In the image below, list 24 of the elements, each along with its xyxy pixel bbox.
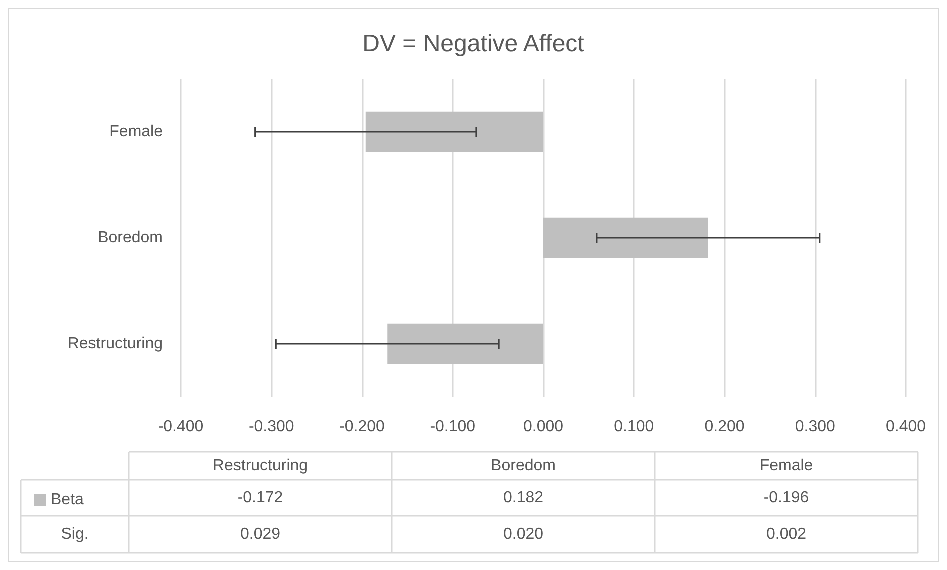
category-label: Female (760, 458, 814, 474)
text: -0.172 (238, 490, 284, 506)
x-tick-label: 0.300 (795, 418, 836, 436)
text: 0.020 (503, 526, 544, 543)
text: 0.002 (766, 526, 807, 543)
text: 0.182 (503, 490, 544, 506)
text: -0.196 (764, 490, 810, 506)
x-tick-label: 0.100 (614, 418, 654, 436)
x-tick-label: -0.300 (248, 418, 294, 436)
x-tick-label: 0.200 (704, 418, 745, 436)
y-tick-label: Female (110, 124, 164, 140)
category-label: Boredom (491, 458, 556, 474)
x-tick-label: -0.100 (430, 418, 476, 436)
y-tick-label: Boredom (98, 230, 163, 246)
category-label: Restructuring (212, 458, 308, 474)
x-tick-label: -0.200 (340, 418, 386, 436)
text: 0.029 (240, 526, 281, 543)
legend-label: Beta (51, 492, 84, 508)
y-tick-label: Restructuring (68, 336, 163, 352)
x-tick-label: 0.000 (523, 418, 564, 436)
text: Sig. (61, 526, 89, 543)
chart-title: DV = Negative Affect (362, 30, 585, 58)
x-tick-label: -0.400 (158, 418, 204, 436)
x-tick-label: 0.400 (886, 418, 926, 436)
